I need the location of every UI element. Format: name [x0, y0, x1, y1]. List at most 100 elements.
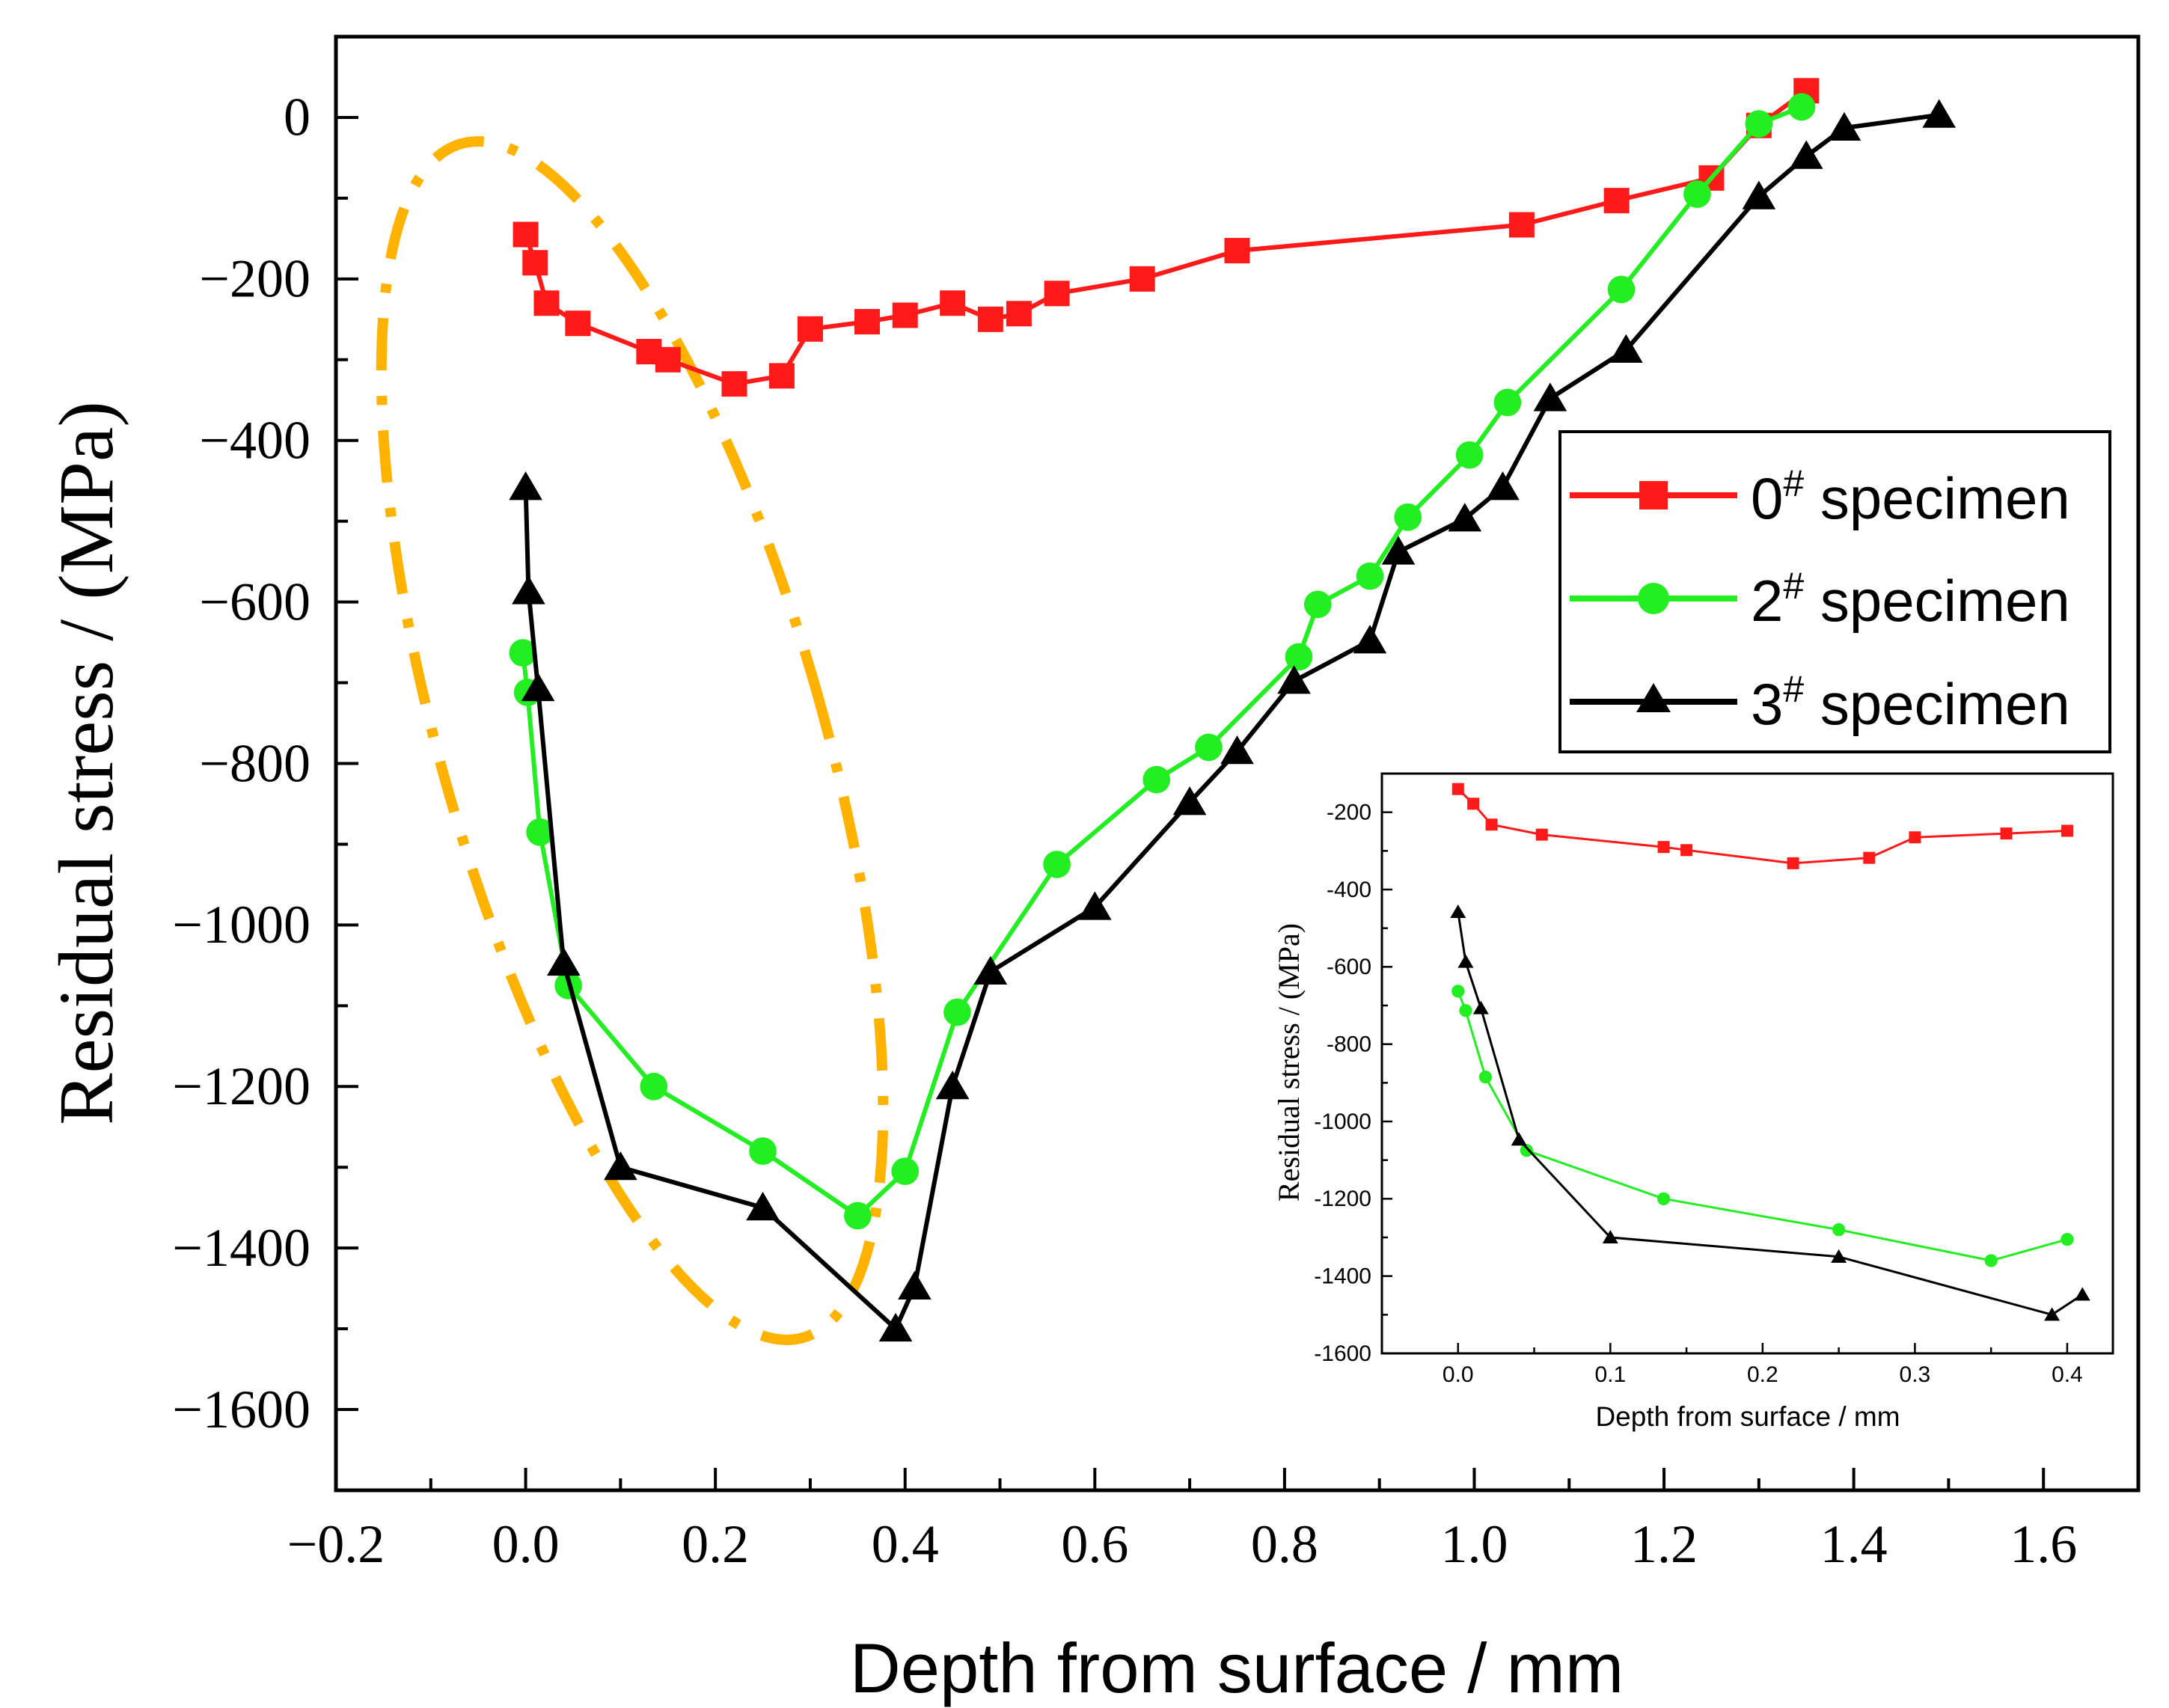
- inset-axis-ticks: [1380, 811, 2069, 1355]
- main-y-tick-label: 0: [284, 88, 310, 147]
- inset-data-point: [1984, 1254, 1998, 1267]
- main-x-tick-label: 1.6: [2010, 1514, 2077, 1574]
- main-data-point: [1356, 562, 1384, 590]
- main-series-group: [509, 78, 1957, 1342]
- main-data-point: [1922, 99, 1957, 128]
- legend-name-3: 3: [1751, 671, 1783, 737]
- main-x-tick-label: 1.4: [1820, 1514, 1888, 1574]
- main-x-axis-label: Depth from surface / mm: [850, 1629, 1624, 1707]
- main-data-point: [526, 818, 554, 846]
- main-data-point: [1508, 212, 1535, 238]
- main-series-line: [523, 112, 1940, 1332]
- main-x-tick-label: 0.0: [492, 1514, 560, 1574]
- inset-y-tick-label: -1000: [1314, 1109, 1371, 1134]
- inset-x-tick-label: 0.2: [1747, 1362, 1778, 1387]
- inset-data-point: [1832, 1223, 1846, 1237]
- inset-data-point: [1909, 831, 1921, 844]
- legend-suffix-2: specimen: [1820, 568, 2070, 634]
- main-data-point: [898, 1270, 931, 1300]
- main-data-point: [1742, 180, 1776, 209]
- inset-data-point: [2044, 1307, 2061, 1321]
- main-series-1: [509, 93, 1816, 1230]
- main-data-point: [891, 1157, 920, 1185]
- main-data-point: [1787, 93, 1816, 121]
- main-x-tick-label: −0.2: [287, 1514, 385, 1574]
- inset-x-axis-label: Depth from surface / mm: [1595, 1401, 1900, 1432]
- main-data-point: [1381, 536, 1416, 565]
- inset-data-point: [1485, 818, 1498, 831]
- inset-data-point: [2061, 1232, 2074, 1246]
- main-data-point: [721, 371, 747, 397]
- main-x-tick-label: 0.6: [1061, 1514, 1128, 1574]
- inset-y-tick-label: -1400: [1314, 1264, 1371, 1289]
- legend-label-2: 2# specimen: [1751, 565, 2070, 634]
- main-data-point: [1303, 590, 1332, 619]
- legend-entry-0: 0# specimen: [1570, 462, 2070, 531]
- inset-data-point: [1511, 1132, 1527, 1146]
- main-data-point: [1006, 301, 1032, 327]
- main-tick-labels: −0.2 0.0 0.2 0.4 0.6 0.8 1.0 1.2 1.4 1.6 0 −200 −400…: [172, 88, 2077, 1574]
- inset-background: [1382, 774, 2113, 1353]
- legend-sup-0: #: [1783, 462, 1804, 504]
- main-y-tick-label: −1600: [172, 1380, 310, 1439]
- inset-data-point: [1459, 1004, 1472, 1017]
- main-data-point: [892, 302, 918, 328]
- main-data-point: [1493, 388, 1522, 417]
- main-data-point: [1277, 665, 1311, 694]
- legend-entry-2: 2# specimen: [1570, 565, 2070, 634]
- main-data-point: [546, 946, 581, 976]
- main-data-point: [1827, 111, 1861, 141]
- inset-x-tick-label: 0.0: [1443, 1362, 1474, 1387]
- main-y-tick-label: −1000: [172, 895, 310, 955]
- legend-sup-2: #: [1783, 565, 1804, 607]
- main-x-tick-label: 1.2: [1630, 1514, 1698, 1574]
- main-data-point: [512, 575, 545, 604]
- main-data-point: [565, 310, 591, 337]
- inset-data-point: [1787, 857, 1799, 869]
- inset-plot-frame: [1380, 772, 2114, 1355]
- inset-series-group: [1450, 783, 2090, 1321]
- main-data-point: [509, 471, 542, 501]
- inset-x-tick-label: 0.3: [1900, 1362, 1931, 1387]
- inset-data-point: [2061, 824, 2073, 837]
- main-data-point: [1353, 625, 1387, 654]
- main-data-point: [1220, 735, 1254, 765]
- main-data-point: [749, 1137, 777, 1165]
- main-data-point: [935, 1071, 970, 1100]
- main-data-point: [1789, 140, 1823, 169]
- main-data-point: [1609, 334, 1643, 363]
- inset-series-0: [1451, 783, 2073, 869]
- inset-x-tick-label: 0.4: [2052, 1362, 2083, 1387]
- inset-data-point: [1863, 851, 1876, 864]
- main-data-point: [1172, 786, 1207, 815]
- main-data-point: [1129, 266, 1155, 292]
- main-data-point: [1683, 180, 1711, 208]
- inset-data-point: [1602, 1230, 1618, 1243]
- main-data-point: [1486, 471, 1520, 501]
- main-y-tick-label: −1400: [172, 1218, 310, 1278]
- inset-y-tick-label: -600: [1327, 955, 1371, 979]
- main-data-point: [943, 998, 971, 1026]
- legend-suffix-0: specimen: [1820, 465, 2070, 531]
- main-data-point: [977, 306, 1003, 332]
- main-data-point: [1078, 891, 1112, 920]
- inset-series-1: [1451, 985, 2074, 1267]
- inset-data-point: [1467, 798, 1480, 810]
- main-y-tick-label: −1200: [172, 1056, 310, 1116]
- main-x-tick-label: 0.2: [682, 1514, 749, 1574]
- main-y-tick-label: −200: [199, 249, 310, 309]
- main-data-point: [655, 346, 681, 373]
- main-x-tick-label: 0.8: [1251, 1514, 1318, 1574]
- inset-chart: 0.0 0.1 0.2 0.3 0.4 -200 -400 -600 -800 -1000 -120…: [1272, 772, 2114, 1432]
- main-data-point: [854, 309, 881, 335]
- inset-data-point: [1457, 954, 1474, 968]
- main-data-point: [1607, 275, 1636, 304]
- legend-entry-3: 3# specimen: [1570, 668, 2070, 737]
- legend-marker-circle: [1638, 583, 1669, 614]
- inset-data-point: [1451, 985, 1465, 998]
- main-data-point: [1142, 765, 1171, 794]
- legend: 0# specimen 2# specimen 3# specimen: [1558, 430, 2111, 753]
- inset-x-tick-label: 0.1: [1594, 1362, 1626, 1387]
- main-y-axis-label: Residual stress / (MPa): [43, 401, 129, 1125]
- main-series-0: [513, 78, 1820, 397]
